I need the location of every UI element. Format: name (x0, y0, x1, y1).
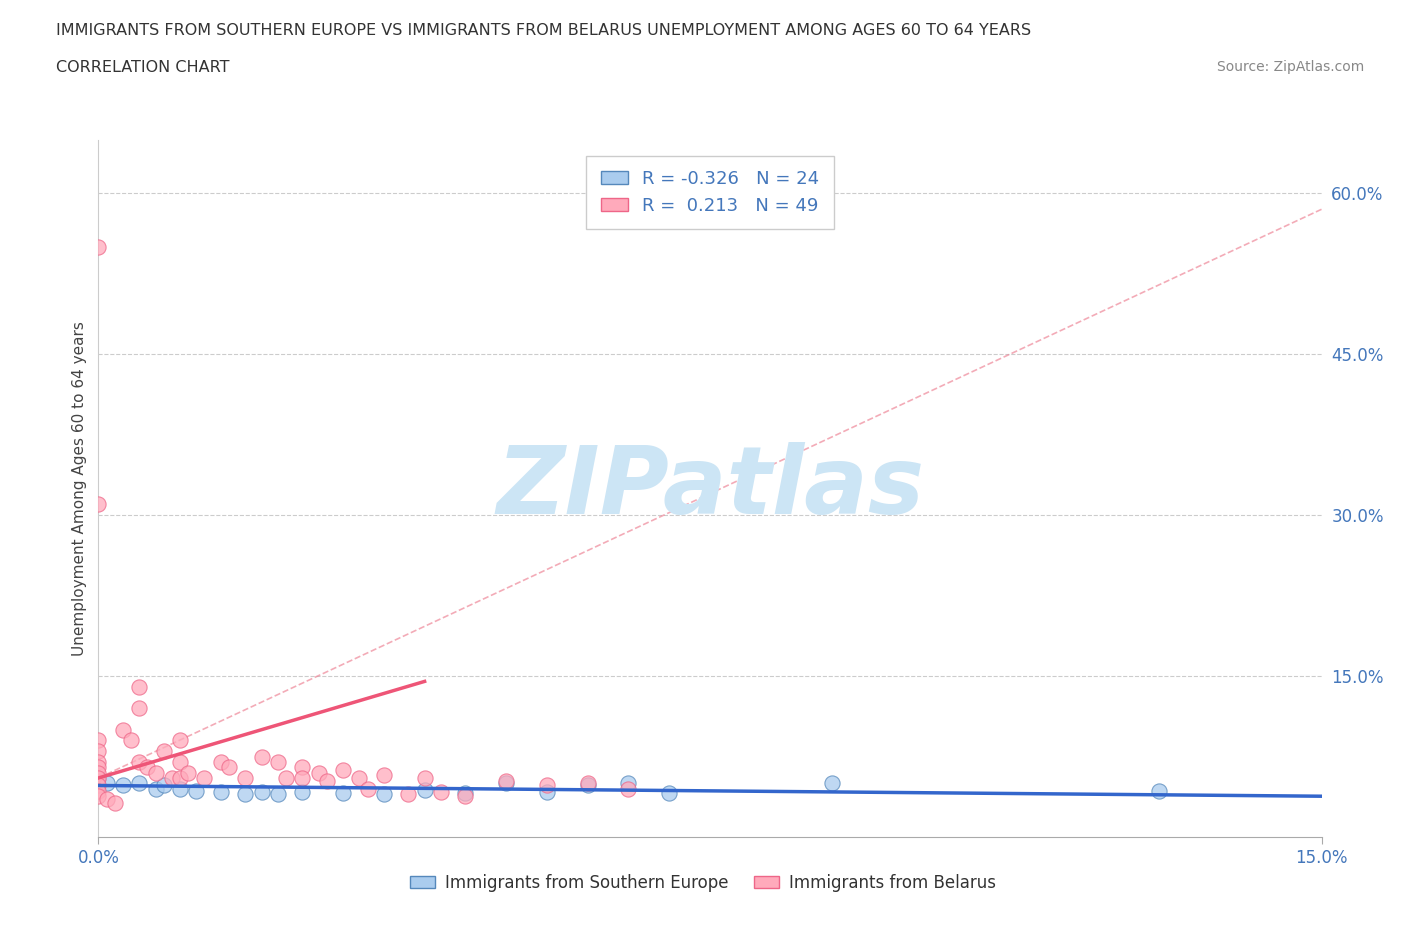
Point (1147, 783, 1170, 798)
Point (209, 785, 232, 800)
Point (104, 795, 127, 810)
Point (87, 733, 110, 748)
Point (87, 497, 110, 512)
Point (186, 783, 208, 798)
Point (87, 771, 110, 786)
Point (250, 785, 273, 800)
Point (87, 239, 110, 254)
Point (96, 776, 118, 790)
Point (96, 792, 118, 807)
Point (233, 771, 256, 786)
Point (308, 765, 330, 780)
Point (349, 771, 371, 786)
Point (454, 789, 477, 804)
Point (617, 781, 640, 796)
Point (356, 781, 378, 796)
Point (128, 754, 150, 769)
Point (413, 771, 436, 786)
Point (576, 778, 599, 793)
Point (250, 749, 273, 764)
Point (152, 778, 174, 793)
Point (169, 771, 191, 786)
Point (136, 760, 159, 775)
Point (128, 701, 150, 716)
Point (87, 771, 110, 786)
Point (233, 787, 256, 802)
Point (87, 789, 110, 804)
Point (128, 679, 150, 694)
Point (454, 786, 477, 801)
Point (87, 744, 110, 759)
Text: CORRELATION CHART: CORRELATION CHART (56, 60, 229, 75)
Point (291, 760, 314, 775)
Point (267, 787, 290, 802)
Point (128, 776, 150, 790)
Point (396, 787, 419, 802)
Point (373, 787, 395, 802)
Point (145, 765, 167, 780)
Point (291, 785, 314, 800)
Point (120, 733, 142, 748)
Point (87, 760, 110, 775)
Point (87, 783, 110, 798)
Point (169, 733, 191, 748)
Point (169, 781, 191, 796)
Point (274, 771, 297, 786)
Point (291, 771, 314, 786)
Text: IMMIGRANTS FROM SOUTHERN EUROPE VS IMMIGRANTS FROM BELARUS UNEMPLOYMENT AMONG AG: IMMIGRANTS FROM SOUTHERN EUROPE VS IMMIG… (56, 23, 1032, 38)
Point (87, 778, 110, 793)
Point (111, 723, 134, 737)
Point (332, 763, 354, 777)
Point (152, 744, 174, 759)
Point (536, 778, 558, 793)
Point (576, 776, 599, 790)
Point (373, 767, 395, 782)
Text: ZIPatlas: ZIPatlas (496, 443, 924, 534)
Point (193, 771, 215, 786)
Point (332, 786, 354, 801)
Point (87, 765, 110, 780)
Legend: R = -0.326   N = 24, R =  0.213   N = 49: R = -0.326 N = 24, R = 0.213 N = 49 (586, 155, 834, 230)
Point (218, 760, 240, 775)
Legend: Immigrants from Southern Europe, Immigrants from Belarus: Immigrants from Southern Europe, Immigra… (404, 867, 1002, 898)
Point (111, 778, 134, 793)
Text: Source: ZipAtlas.com: Source: ZipAtlas.com (1216, 60, 1364, 74)
Point (267, 754, 290, 769)
Point (160, 771, 183, 786)
Point (658, 786, 681, 801)
Point (169, 754, 191, 769)
Point (495, 776, 517, 790)
Point (536, 785, 558, 800)
Point (209, 754, 232, 769)
Point (315, 774, 337, 789)
Point (430, 785, 453, 800)
Point (821, 776, 844, 790)
Point (177, 765, 200, 780)
Y-axis label: Unemployment Among Ages 60 to 64 years: Unemployment Among Ages 60 to 64 years (72, 321, 87, 656)
Point (495, 774, 517, 789)
Point (413, 782, 436, 797)
Point (617, 776, 640, 790)
Point (145, 781, 167, 796)
Point (87, 754, 110, 769)
